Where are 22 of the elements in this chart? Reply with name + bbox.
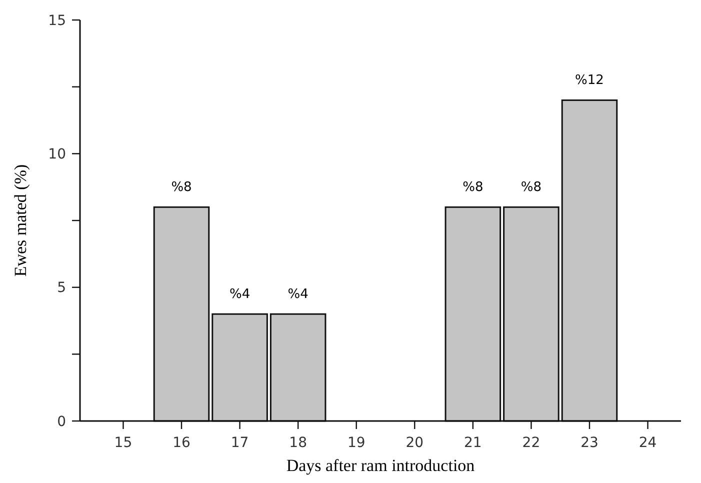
x-tick-label: 20: [406, 435, 424, 451]
y-axis-title: Ewes mated (%): [11, 164, 30, 277]
y-tick-label: 5: [57, 280, 66, 296]
data-label: %4: [288, 287, 308, 302]
x-tick-label: 23: [580, 435, 598, 451]
x-tick-label: 19: [347, 435, 366, 451]
data-label: %12: [575, 73, 604, 88]
x-tick-label: 17: [230, 435, 249, 451]
data-label: %4: [229, 287, 250, 302]
data-label: %8: [520, 180, 542, 196]
x-tick-label: 24: [638, 435, 657, 451]
x-axis-title: Days after ram introduction: [286, 456, 476, 475]
y-tick-label: 15: [48, 12, 66, 29]
x-tick-label: 16: [172, 435, 190, 451]
x-tick-label: 18: [289, 435, 307, 451]
y-tick-label: 0: [57, 414, 66, 430]
data-label: %8: [462, 180, 484, 196]
x-tick-label: 15: [114, 435, 132, 451]
data-label: %8: [171, 180, 192, 196]
y-tick-label: 10: [48, 146, 66, 163]
x-tick-label: 21: [464, 435, 482, 451]
x-tick-label: 22: [522, 435, 540, 451]
